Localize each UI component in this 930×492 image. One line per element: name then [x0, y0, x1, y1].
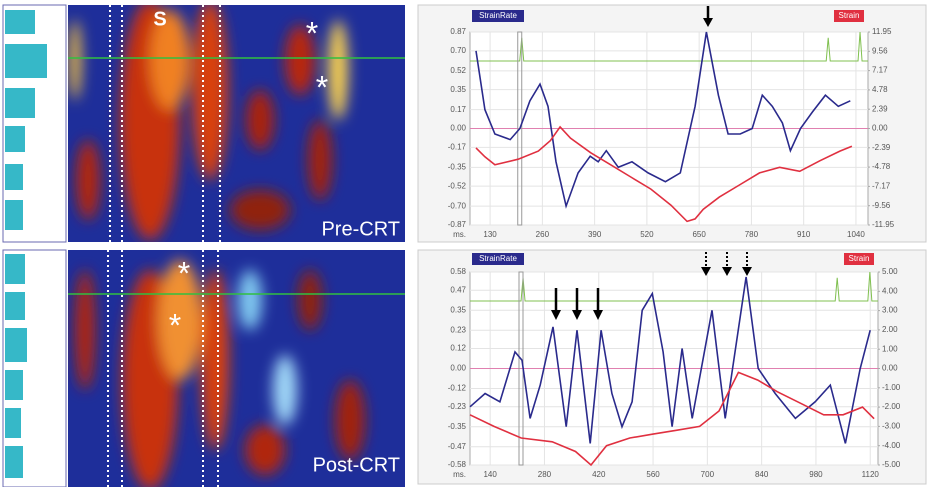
- x-tick-label: 260: [536, 230, 550, 239]
- y-tick-label: 0.35: [450, 305, 466, 314]
- legend-swatch: [844, 253, 874, 265]
- x-tick-label: 130: [483, 230, 497, 239]
- y2-tick-label: 4.00: [882, 286, 898, 295]
- x-tick-label: 560: [646, 470, 660, 479]
- x-tick-label: 140: [483, 470, 497, 479]
- y2-tick-label: 0.00: [882, 364, 898, 373]
- y-tick-label: 0.58: [450, 267, 466, 276]
- dotted-arrows: [701, 252, 752, 276]
- y2-tick-label: -2.39: [872, 143, 891, 152]
- y2-tick-label: 2.00: [882, 325, 898, 334]
- y2-tick-label: -9.56: [872, 201, 891, 210]
- x-tick-label: 780: [745, 230, 759, 239]
- legend-swatch: [472, 10, 524, 22]
- x-tick-label: 980: [809, 470, 823, 479]
- y2-tick-label: 7.17: [872, 66, 888, 75]
- y-tick-label: 0.23: [450, 325, 466, 334]
- y2-tick-label: -5.00: [882, 460, 901, 469]
- y-tick-label: 0.87: [450, 27, 466, 36]
- x-tick-label: 390: [588, 230, 602, 239]
- y2-tick-label: -3.00: [882, 422, 901, 431]
- panel-label: Post-CRT: [313, 454, 400, 476]
- arrows: [551, 6, 713, 320]
- chart-layer: 0.87 0.70 0.52 0.35 0.17 0.00 -0.17 -0.35 -0.52 -…: [448, 10, 901, 479]
- legend-label: StrainRate: [479, 11, 517, 20]
- x-tick-label: 520: [640, 230, 654, 239]
- y2-tick-label: -7.17: [872, 182, 891, 191]
- legend-label: Strain: [849, 254, 870, 263]
- strain-map: [68, 250, 405, 487]
- sidebar: [2, 4, 67, 488]
- y2-tick-label: -4.00: [882, 441, 901, 450]
- annotation: *: [169, 307, 181, 343]
- y2-tick-label: 0.00: [872, 124, 888, 133]
- x-tick-label: 420: [592, 470, 606, 479]
- x-tick-label: 650: [692, 230, 706, 239]
- y2-tick-label: -11.95: [872, 220, 895, 229]
- y2-tick-label: -1.00: [882, 383, 901, 392]
- y-tick-label: 0.70: [450, 46, 466, 55]
- ecg-trace: [470, 31, 868, 62]
- x-axis-label: ms.: [453, 230, 466, 239]
- y-tick-label: 0.52: [450, 66, 466, 75]
- y2-tick-label: 5.00: [882, 267, 898, 276]
- legend-label: StrainRate: [479, 254, 517, 263]
- legend-swatch: [472, 253, 524, 265]
- annotation: *: [316, 69, 328, 105]
- y2-tick-label: -2.00: [882, 402, 901, 411]
- y-tick-label: 0.35: [450, 85, 466, 94]
- y-tick-label: -0.17: [448, 142, 467, 151]
- annotation: S: [153, 8, 166, 30]
- series-line: [475, 31, 851, 209]
- y2-tick-label: 2.39: [872, 104, 888, 113]
- y-tick-label: 0.00: [450, 364, 466, 373]
- x-tick-label: 1120: [862, 470, 880, 479]
- series-line: [469, 276, 871, 444]
- annotation: *: [306, 15, 318, 51]
- y2-tick-label: -4.78: [872, 162, 891, 171]
- series-line: [469, 371, 875, 467]
- y-tick-label: -0.12: [448, 384, 467, 393]
- x-tick-label: 840: [755, 470, 769, 479]
- y-tick-label: -0.35: [448, 162, 467, 171]
- y2-tick-label: 11.95: [872, 27, 892, 36]
- y2-tick-label: 9.56: [872, 46, 888, 55]
- legend-label: Strain: [839, 11, 860, 20]
- legend-swatch: [834, 10, 864, 22]
- y-tick-label: 0.17: [450, 105, 466, 114]
- y2-tick-label: 4.78: [872, 85, 888, 94]
- x-tick-label: 280: [538, 470, 552, 479]
- y-tick-label: 0.00: [450, 124, 466, 133]
- y-tick-label: -0.87: [448, 220, 467, 229]
- y2-tick-label: 1.00: [882, 344, 898, 353]
- y-tick-label: 0.47: [450, 285, 466, 294]
- y-tick-label: -0.47: [448, 442, 467, 451]
- x-axis-label: ms.: [453, 470, 466, 479]
- ecg-trace: [470, 271, 878, 302]
- y-tick-label: -0.52: [448, 181, 467, 190]
- y-tick-label: -0.70: [448, 201, 467, 210]
- y-tick-label: -0.58: [448, 460, 467, 469]
- panel-label: Pre-CRT: [321, 218, 400, 240]
- time-marker: [517, 31, 523, 226]
- y-tick-label: -0.35: [448, 422, 467, 431]
- x-tick-label: 910: [797, 230, 811, 239]
- y-tick-label: 0.12: [450, 344, 466, 353]
- y-tick-label: -0.23: [448, 402, 467, 411]
- x-tick-label: 700: [701, 470, 715, 479]
- y2-tick-label: 3.00: [882, 306, 898, 315]
- x-tick-label: 1040: [847, 230, 865, 239]
- annotation: *: [178, 255, 190, 291]
- series-line: [475, 125, 853, 223]
- strain-map: [68, 5, 405, 242]
